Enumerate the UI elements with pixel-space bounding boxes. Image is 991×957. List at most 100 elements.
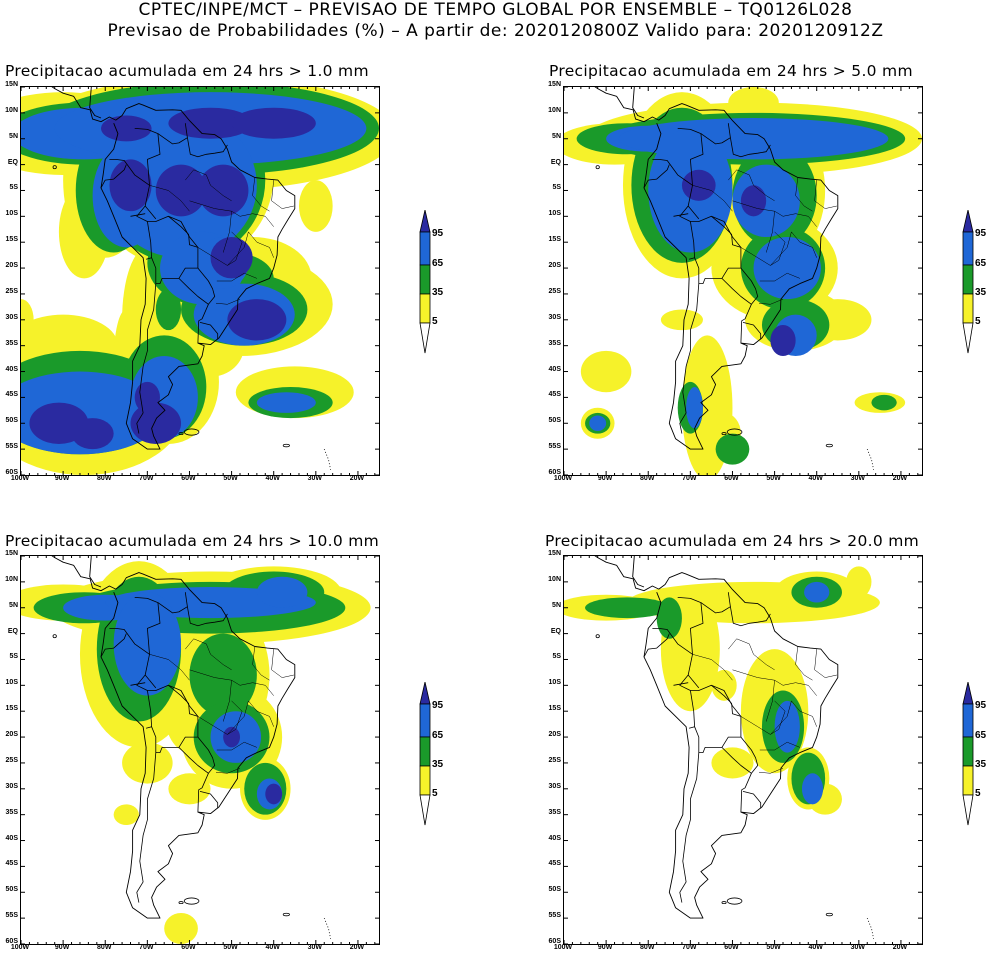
country-border bbox=[673, 682, 689, 686]
lat-label: 25S bbox=[5, 287, 18, 295]
country-border bbox=[109, 597, 161, 655]
country-border bbox=[688, 726, 695, 729]
lat-label: 15S bbox=[5, 705, 18, 713]
panel-title: Precipitacao acumulada em 24 hrs > 5.0 m… bbox=[549, 62, 913, 80]
legend-label: 35 bbox=[432, 287, 444, 298]
lat-label: 55S bbox=[548, 443, 561, 451]
country-border bbox=[711, 215, 742, 248]
coastline bbox=[594, 87, 839, 450]
lon-label: 80W bbox=[640, 475, 655, 482]
lon-label: 20W bbox=[349, 944, 365, 951]
probability-legend: 95 65 35 5 bbox=[419, 210, 443, 354]
lat-label: 55S bbox=[548, 912, 561, 920]
legend-label: 5 bbox=[975, 788, 981, 799]
probability-area bbox=[740, 185, 767, 217]
country-border bbox=[643, 164, 670, 189]
legend-label: 65 bbox=[432, 730, 444, 741]
country-border bbox=[197, 304, 209, 344]
probability-area bbox=[21, 299, 34, 341]
lon-label: 50W bbox=[766, 944, 781, 951]
country-border bbox=[178, 736, 216, 774]
probability-area bbox=[589, 415, 607, 432]
legend-label: 65 bbox=[432, 258, 444, 269]
country-border bbox=[144, 205, 157, 220]
lat-label: 15N bbox=[548, 81, 561, 88]
header-title-line1: CPTEC/INPE/MCT – PREVISAO DE TEMPO GLOBA… bbox=[138, 0, 853, 20]
country-border bbox=[100, 164, 127, 189]
map-canvas bbox=[21, 556, 379, 944]
lat-label: 10S bbox=[548, 210, 561, 218]
precipitation-map bbox=[20, 555, 380, 945]
country-border bbox=[652, 128, 704, 186]
state-border bbox=[239, 682, 274, 696]
country-border bbox=[144, 674, 157, 689]
state-border bbox=[222, 211, 232, 253]
probability-legend: 95 65 35 5 bbox=[419, 682, 443, 826]
legend-label: 5 bbox=[975, 316, 981, 327]
island bbox=[595, 634, 600, 639]
country-border bbox=[740, 304, 752, 344]
lon-label: 100W bbox=[553, 475, 573, 482]
state-border bbox=[206, 174, 232, 202]
lon-label: 20W bbox=[349, 475, 365, 482]
probability-area bbox=[656, 597, 682, 639]
island bbox=[726, 897, 743, 905]
island bbox=[178, 901, 184, 905]
lon-label: 90W bbox=[597, 944, 613, 951]
island-chain bbox=[866, 448, 874, 470]
lat-label: 15S bbox=[5, 236, 18, 244]
island bbox=[825, 443, 833, 448]
island bbox=[595, 165, 600, 170]
lat-label: 55S bbox=[5, 443, 18, 451]
state-border bbox=[728, 169, 750, 181]
country-border bbox=[100, 633, 127, 658]
lon-label: 70W bbox=[682, 475, 697, 482]
legend-swatch bbox=[962, 736, 974, 767]
state-border bbox=[749, 174, 775, 202]
state-border bbox=[692, 654, 733, 681]
state-border bbox=[765, 211, 775, 253]
state-border bbox=[814, 649, 837, 678]
state-border bbox=[248, 231, 274, 258]
state-border bbox=[189, 669, 241, 686]
legend-swatch bbox=[419, 794, 431, 826]
island-chain bbox=[866, 917, 874, 939]
probability-area bbox=[71, 418, 114, 450]
lon-label: 100W bbox=[10, 475, 30, 482]
country-border bbox=[199, 322, 219, 340]
legend-label: 65 bbox=[975, 730, 987, 741]
lon-label: 20W bbox=[892, 475, 908, 482]
probability-area bbox=[580, 350, 632, 393]
country-border bbox=[721, 736, 759, 774]
probability-legend: 95 65 35 5 bbox=[962, 682, 986, 826]
lat-label: 10S bbox=[5, 679, 18, 687]
lat-label: 15N bbox=[5, 550, 18, 557]
coastline bbox=[594, 556, 839, 919]
state-border bbox=[758, 298, 784, 305]
lat-label: 10S bbox=[548, 679, 561, 687]
map-canvas bbox=[564, 556, 922, 944]
legend-swatch bbox=[419, 765, 431, 796]
probability-area bbox=[134, 381, 160, 413]
country-border bbox=[730, 606, 771, 627]
probability-area bbox=[210, 237, 253, 279]
country-border bbox=[711, 684, 742, 717]
probability-area bbox=[681, 169, 716, 201]
lat-label: 55S bbox=[5, 912, 18, 920]
probability-area bbox=[804, 581, 830, 603]
state-border bbox=[227, 231, 243, 266]
state-border bbox=[189, 200, 241, 217]
probability-area bbox=[256, 576, 308, 608]
legend-swatch bbox=[419, 322, 431, 354]
coastline bbox=[51, 87, 296, 450]
header-title-line2: Previsao de Probabilidades (%) – A parti… bbox=[107, 21, 884, 41]
state-border bbox=[758, 767, 784, 774]
lon-label: 90W bbox=[597, 475, 613, 482]
lon-label: 60W bbox=[724, 944, 739, 951]
state-border bbox=[271, 180, 294, 209]
lat-label: 5S bbox=[9, 653, 18, 661]
country-border bbox=[136, 185, 199, 284]
island bbox=[721, 901, 727, 905]
country-border bbox=[652, 597, 704, 655]
island bbox=[282, 912, 290, 917]
